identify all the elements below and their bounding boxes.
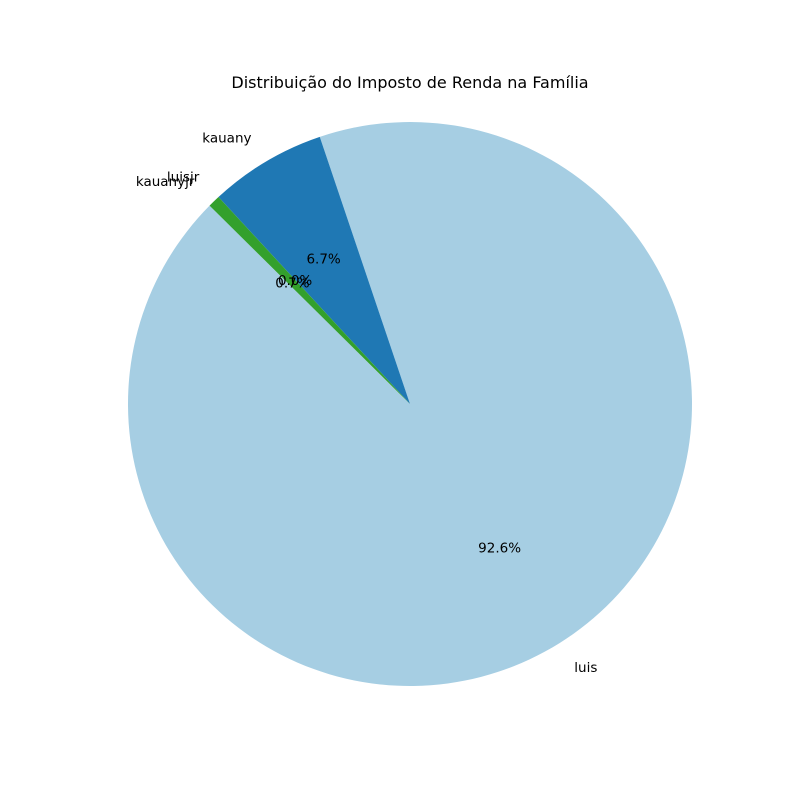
slice-pct-kauanyjr: 0.7% bbox=[275, 275, 309, 291]
slice-label-kauanyjr: kauanyjr bbox=[136, 174, 195, 190]
pie-slice-kauanyjr bbox=[209, 197, 410, 404]
slice-pct-luis: 92.6% bbox=[478, 541, 521, 557]
slice-pct-luisjr: 0.0% bbox=[278, 273, 312, 289]
slice-label-luisjr: luisjr bbox=[167, 169, 200, 185]
slice-pct-kauany: 6.7% bbox=[306, 252, 340, 268]
pie-labels: luis 92.6% kauany 6.7% luisjr 0.0% kauanyjr 0.7… bbox=[136, 130, 598, 676]
pie-slices bbox=[127, 121, 692, 686]
slice-label-luis: luis bbox=[574, 660, 597, 676]
chart-title: Distribuição do Imposto de Renda na Famí… bbox=[231, 73, 588, 92]
pie-slice-kauany bbox=[218, 136, 410, 404]
slice-label-kauany: kauany bbox=[202, 130, 251, 146]
pie-slice-luis bbox=[127, 121, 692, 686]
